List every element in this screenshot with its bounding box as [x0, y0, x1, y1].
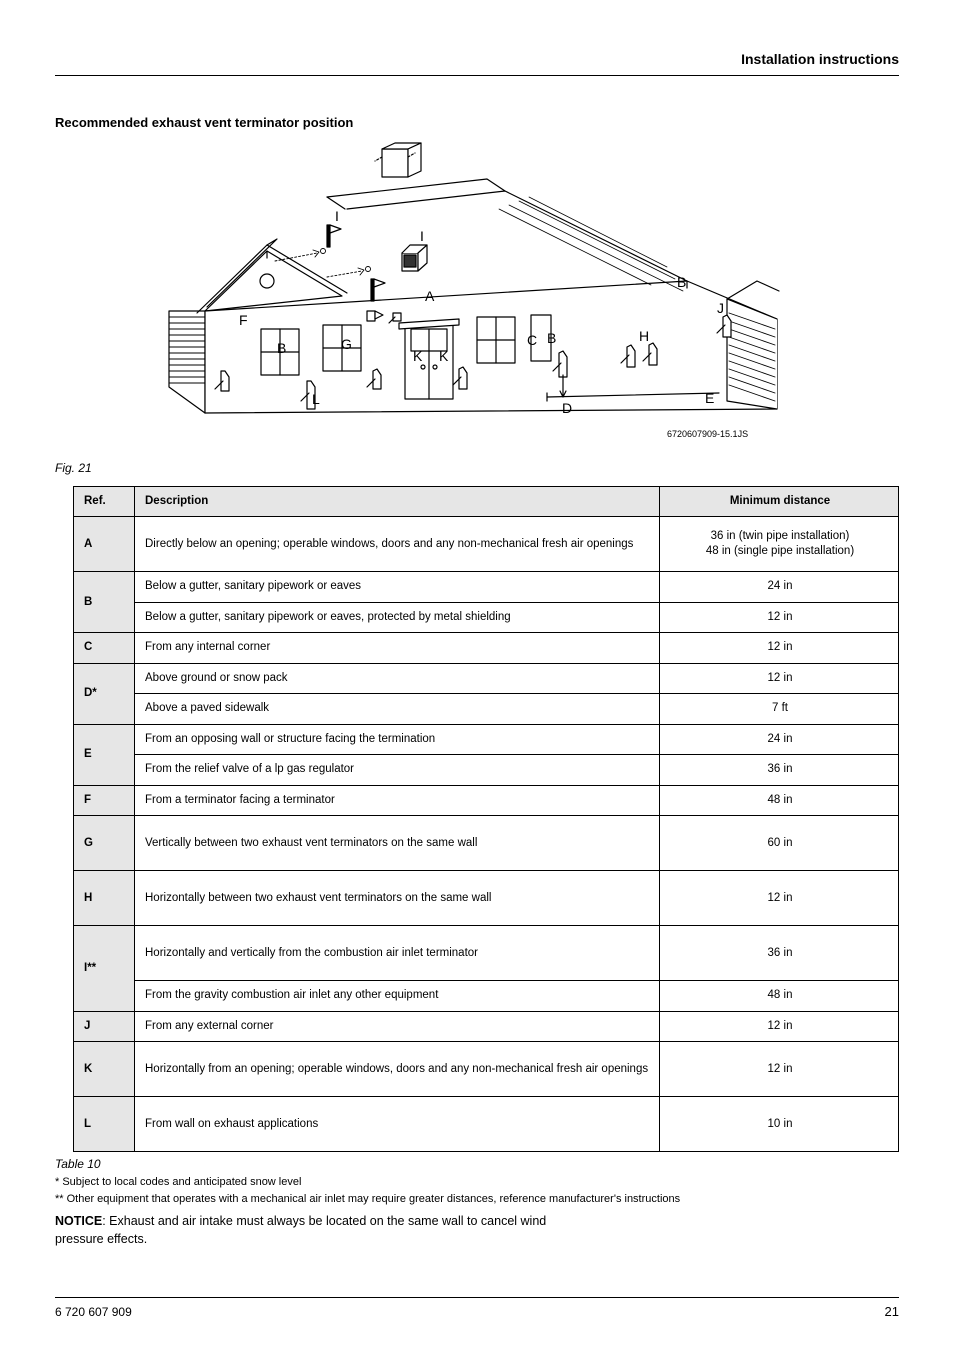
table-row: GVertically between two exhaust vent ter… [74, 816, 899, 871]
table-cell-desc: From an opposing wall or structure facin… [135, 724, 660, 755]
footnote-2: ** Other equipment that operates with a … [55, 1192, 899, 1207]
svg-text:K: K [413, 348, 423, 364]
svg-text:B: B [677, 274, 686, 290]
svg-text:B: B [547, 330, 556, 346]
clearance-table: Ref. Description Minimum distance ADirec… [73, 486, 899, 1153]
table-row: HHorizontally between two exhaust vent t… [74, 871, 899, 926]
table-cell-ref: C [74, 633, 135, 664]
table-cell-ref: B [74, 572, 135, 633]
table-cell-dist: 24 in [660, 724, 899, 755]
table-cell-dist: 24 in [660, 572, 899, 603]
table-cell-desc: From wall on exhaust applications [135, 1097, 660, 1152]
table-row: From the relief valve of a lp gas regula… [74, 755, 899, 786]
table-cell-desc: Vertically between two exhaust vent term… [135, 816, 660, 871]
table-cell-dist: 12 in [660, 1011, 899, 1042]
section-heading: Recommended exhaust vent terminator posi… [55, 114, 899, 132]
table-row: KHorizontally from an opening; operable … [74, 1042, 899, 1097]
table-cell-desc: Directly below an opening; operable wind… [135, 517, 660, 572]
table-cell-desc: Below a gutter, sanitary pipework or eav… [135, 602, 660, 633]
table-row: JFrom any external corner12 in [74, 1011, 899, 1042]
svg-text:H: H [639, 328, 649, 344]
table-cell-dist: 36 in [660, 755, 899, 786]
table-caption: Table 10 [55, 1156, 899, 1172]
table-cell-desc: Above ground or snow pack [135, 663, 660, 694]
table-row: ADirectly below an opening; operable win… [74, 517, 899, 572]
table-cell-desc: Above a paved sidewalk [135, 694, 660, 725]
house-diagram-container: I I A F B G K K C B H B J D E L 67206079… [55, 141, 899, 455]
table-cell-dist: 48 in [660, 981, 899, 1012]
svg-text:J: J [717, 300, 724, 316]
footer-page-number: 21 [885, 1303, 899, 1321]
table-row: From the gravity combustion air inlet an… [74, 981, 899, 1012]
table-cell-desc: Horizontally and vertically from the com… [135, 926, 660, 981]
notice-label: NOTICE [55, 1214, 102, 1228]
table-cell-dist: 36 in [660, 926, 899, 981]
svg-text:L: L [312, 391, 320, 407]
figure-caption: Fig. 21 [55, 460, 899, 476]
table-cell-ref: K [74, 1042, 135, 1097]
table-cell-ref: I** [74, 926, 135, 1012]
table-cell-desc: From the gravity combustion air inlet an… [135, 981, 660, 1012]
table-cell-dist: 36 in (twin pipe installation)48 in (sin… [660, 517, 899, 572]
svg-text:F: F [239, 312, 248, 328]
table-row: CFrom any internal corner12 in [74, 633, 899, 664]
svg-text:E: E [705, 390, 714, 406]
table-header-desc: Description [135, 486, 660, 517]
svg-text:D: D [562, 400, 572, 416]
table-row: Above a paved sidewalk7 ft [74, 694, 899, 725]
diagram-ref-code: 6720607909-15.1JS [667, 429, 748, 439]
table-cell-ref: F [74, 785, 135, 816]
table-row: I**Horizontally and vertically from the … [74, 926, 899, 981]
table-cell-dist: 10 in [660, 1097, 899, 1152]
table-cell-ref: J [74, 1011, 135, 1042]
table-cell-desc: Below a gutter, sanitary pipework or eav… [135, 572, 660, 603]
table-row: EFrom an opposing wall or structure faci… [74, 724, 899, 755]
table-header-ref: Ref. [74, 486, 135, 517]
svg-text:A: A [425, 288, 435, 304]
table-row: LFrom wall on exhaust applications10 in [74, 1097, 899, 1152]
table-cell-dist: 12 in [660, 663, 899, 694]
svg-text:G: G [341, 336, 352, 352]
table-cell-desc: From any internal corner [135, 633, 660, 664]
notice-text: NOTICE: Exhaust and air intake must alwa… [55, 1212, 553, 1248]
svg-text:I: I [335, 208, 339, 224]
svg-text:K: K [439, 348, 449, 364]
footer-doc-number: 6 720 607 909 [55, 1304, 132, 1320]
table-cell-dist: 12 in [660, 633, 899, 664]
table-cell-dist: 12 in [660, 1042, 899, 1097]
table-cell-desc: From any external corner [135, 1011, 660, 1042]
svg-text:B: B [277, 340, 286, 356]
table-cell-desc: From a terminator facing a terminator [135, 785, 660, 816]
table-cell-desc: Horizontally from an opening; operable w… [135, 1042, 660, 1097]
table-cell-dist: 7 ft [660, 694, 899, 725]
table-cell-desc: From the relief valve of a lp gas regula… [135, 755, 660, 786]
table-cell-desc: Horizontally between two exhaust vent te… [135, 871, 660, 926]
table-cell-dist: 48 in [660, 785, 899, 816]
table-row: FFrom a terminator facing a terminator48… [74, 785, 899, 816]
footnote-1: * Subject to local codes and anticipated… [55, 1175, 899, 1190]
svg-text:C: C [527, 332, 537, 348]
header-section-title: Installation instructions [55, 50, 899, 76]
house-diagram-svg: I I A F B G K K C B H B J D E L 67206079… [167, 141, 787, 451]
table-cell-dist: 60 in [660, 816, 899, 871]
table-cell-ref: H [74, 871, 135, 926]
table-header-dist: Minimum distance [660, 486, 899, 517]
page-footer: 6 720 607 909 21 [55, 1297, 899, 1321]
table-cell-ref: A [74, 517, 135, 572]
table-cell-ref: D* [74, 663, 135, 724]
table-row: BBelow a gutter, sanitary pipework or ea… [74, 572, 899, 603]
table-cell-ref: E [74, 724, 135, 785]
svg-text:I: I [420, 228, 424, 244]
table-cell-ref: G [74, 816, 135, 871]
table-row: Below a gutter, sanitary pipework or eav… [74, 602, 899, 633]
table-cell-dist: 12 in [660, 602, 899, 633]
table-cell-dist: 12 in [660, 871, 899, 926]
table-row: D*Above ground or snow pack12 in [74, 663, 899, 694]
table-cell-ref: L [74, 1097, 135, 1152]
